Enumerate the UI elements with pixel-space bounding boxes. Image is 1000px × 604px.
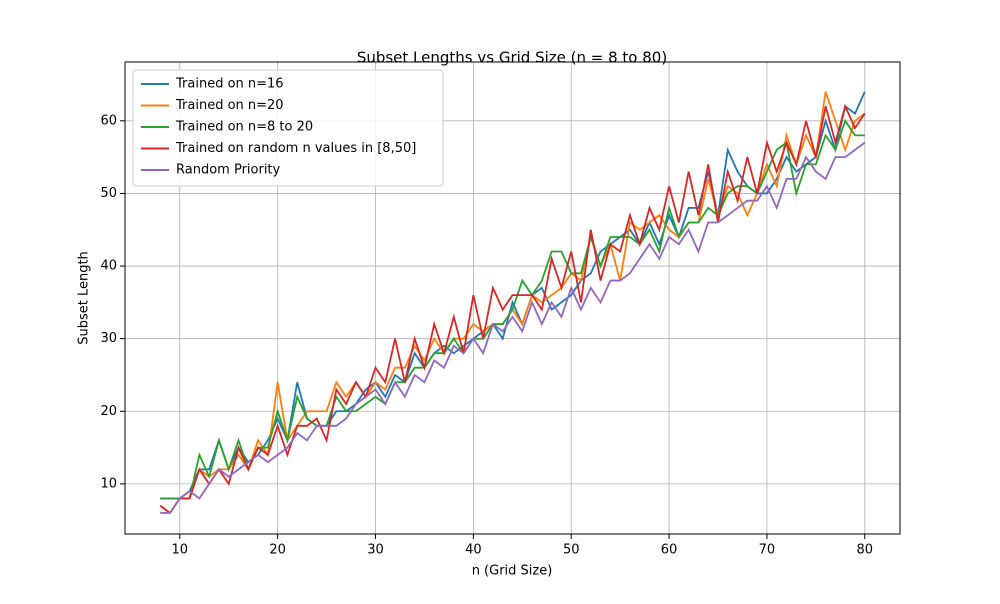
x-tick-label: 60 — [661, 543, 678, 558]
y-axis-label: Subset Length — [77, 251, 92, 345]
y-tick-label: 20 — [100, 404, 117, 419]
legend-label: Random Priority — [176, 163, 281, 178]
y-tick-label: 50 — [100, 186, 117, 201]
legend-box — [132, 69, 444, 187]
series-line — [160, 141, 866, 514]
series-line — [160, 118, 865, 500]
x-axis-label: n (Grid Size) — [472, 564, 553, 579]
legend-label: Trained on n=16 — [175, 77, 284, 92]
x-tick-label: 40 — [465, 543, 482, 558]
legend-label: Trained on n=8 to 20 — [175, 120, 313, 135]
x-tick-label: 30 — [367, 543, 384, 558]
series-line — [159, 103, 866, 515]
y-tick-label: 30 — [100, 331, 117, 346]
x-tick-label: 20 — [269, 543, 286, 558]
chart-title: Subset Lengths vs Grid Size (n = 8 to 80… — [357, 49, 667, 67]
x-tick-label: 70 — [759, 543, 776, 558]
legend-label: Trained on n=20 — [175, 98, 284, 113]
y-tick-label: 40 — [100, 259, 117, 274]
x-tick-label: 10 — [172, 543, 189, 558]
x-tick-label: 50 — [563, 543, 580, 558]
y-tick-label: 60 — [100, 113, 117, 128]
y-tick-label: 10 — [100, 476, 117, 491]
x-tick-label: 80 — [856, 543, 873, 558]
legend-label: Trained on random n values in [8,50] — [175, 141, 416, 156]
plot-frame — [124, 61, 901, 535]
